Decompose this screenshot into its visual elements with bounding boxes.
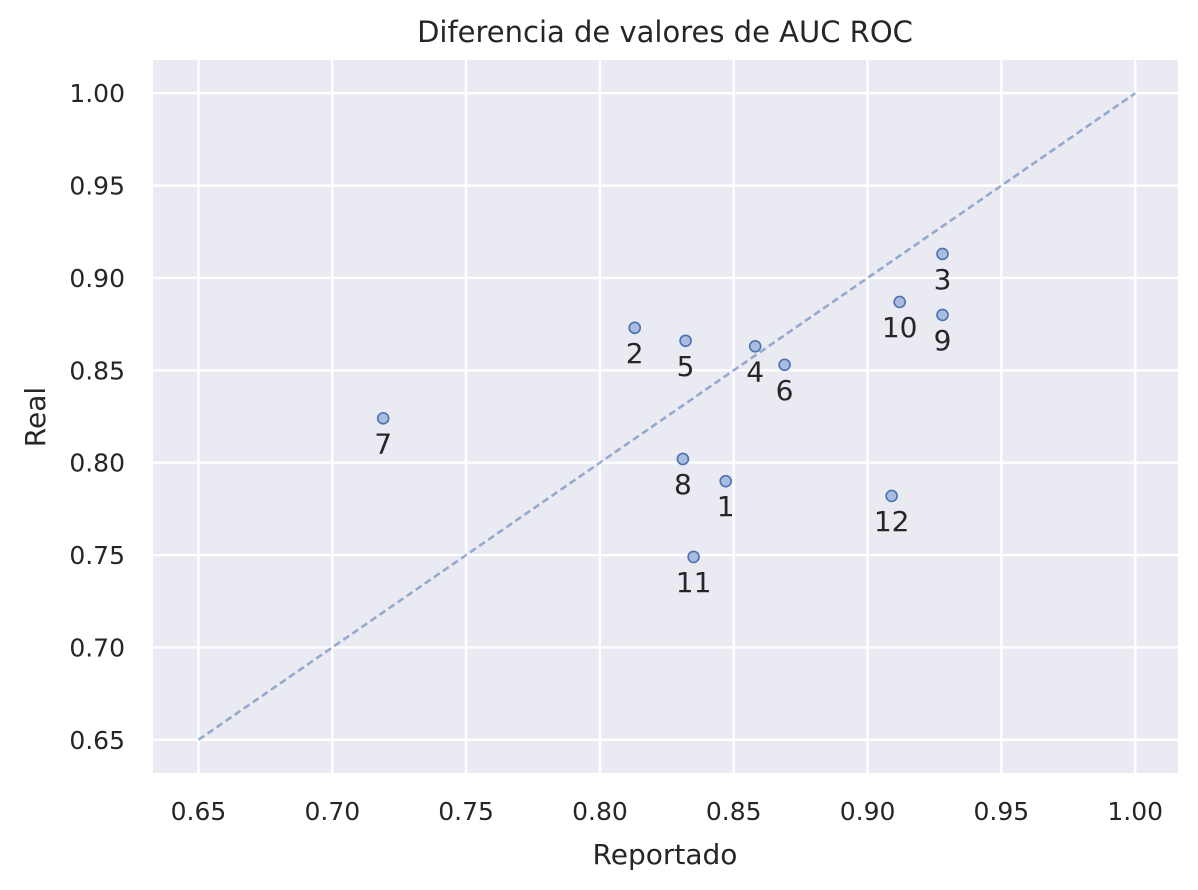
data-point-label: 5 (677, 350, 695, 383)
data-point-label: 9 (934, 324, 952, 357)
x-tick-label: 0.80 (572, 797, 628, 826)
y-tick-label: 0.65 (69, 726, 125, 755)
y-tick-label: 1.00 (69, 79, 125, 108)
x-tick-label: 0.95 (974, 797, 1030, 826)
y-tick-label: 0.80 (69, 449, 125, 478)
data-point (687, 550, 700, 564)
data-point (679, 334, 692, 348)
data-point (936, 247, 949, 261)
data-point-label: 4 (746, 355, 764, 388)
y-axis-label: Real (19, 387, 52, 447)
data-point-label: 11 (676, 566, 712, 599)
data-point-label: 7 (374, 427, 392, 460)
x-tick-label: 0.90 (840, 797, 896, 826)
x-tick-label: 0.85 (706, 797, 762, 826)
x-tick-label: 0.70 (304, 797, 360, 826)
x-tick-label: 0.65 (171, 797, 227, 826)
data-point-label: 6 (776, 374, 794, 407)
y-tick-label: 0.70 (69, 633, 125, 662)
data-point (936, 308, 949, 322)
data-point-label: 10 (882, 311, 918, 344)
data-point (893, 295, 906, 309)
chart-title: Diferencia de valores de AUC ROC (417, 15, 913, 49)
data-point-label: 3 (934, 263, 952, 296)
grid-lines (153, 60, 1178, 773)
data-point-label: 2 (626, 337, 644, 370)
y-tick-label: 0.75 (69, 541, 125, 570)
data-point-label: 12 (874, 505, 910, 538)
y-tick-label: 0.95 (69, 172, 125, 201)
x-axis-label: Reportado (593, 838, 738, 871)
reference-diagonal-line (197, 92, 1136, 741)
x-tick-label: 0.75 (438, 797, 494, 826)
data-point (628, 321, 642, 335)
data-point-label: 1 (717, 490, 735, 523)
x-tick-label: 1.00 (1107, 797, 1163, 826)
data-point (778, 358, 791, 372)
x-tick-labels: 0.65 0.70 0.75 0.80 0.85 0.90 0.95 1.00 (171, 797, 1163, 826)
y-tick-label: 0.85 (69, 356, 125, 385)
data-point-label: 8 (674, 468, 692, 501)
data-point (376, 412, 390, 425)
data-point (719, 474, 733, 488)
y-tick-labels: 0.65 0.70 0.75 0.80 0.85 0.90 0.95 1.00 (69, 79, 125, 755)
data-point (676, 452, 690, 466)
data-point (885, 489, 898, 503)
data-point (748, 340, 762, 353)
y-tick-label: 0.90 (69, 264, 125, 293)
